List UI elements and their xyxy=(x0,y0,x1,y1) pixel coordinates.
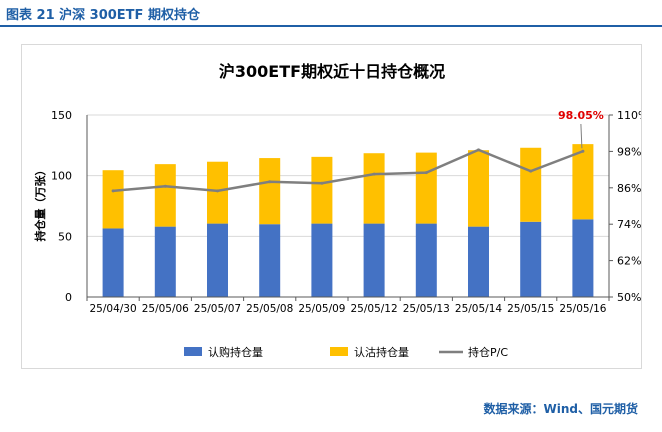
call-oi-bar xyxy=(102,228,124,297)
pc-ratio-line xyxy=(112,148,584,193)
header-rule xyxy=(0,25,662,27)
chart-panel: 沪300ETF期权近十日持仓概况 持仓量（万张） 98.05% 0 50 100 15… xyxy=(21,44,648,369)
call-oi-bar xyxy=(311,223,333,297)
call-oi-bar xyxy=(468,226,489,297)
x-tick-label: 25/05/12 xyxy=(351,303,398,315)
put-oi-bar xyxy=(468,150,489,227)
x-tick-label: 25/05/14 xyxy=(455,303,502,315)
call-oi-bar xyxy=(415,223,437,297)
put-oi-bar xyxy=(520,147,542,222)
pc-ratio-point xyxy=(320,181,324,185)
y-axis-label: 持仓量（万张） xyxy=(33,165,47,242)
pc-ratio-point xyxy=(268,180,272,184)
legend-item-call-label: 认购持仓量 xyxy=(208,345,263,359)
legend: 认购持仓量 认沽持仓量 持仓P/C xyxy=(184,345,508,359)
y-tick-label: 50 xyxy=(58,230,72,243)
y2-tick-label: 86% xyxy=(617,182,641,195)
x-tick-label: 25/05/15 xyxy=(507,303,554,315)
x-tick-label: 25/05/07 xyxy=(194,303,241,315)
call-oi-bar xyxy=(259,224,281,297)
y-tick-label: 100 xyxy=(51,170,72,183)
put-oi-bar xyxy=(259,158,281,225)
axes-layer: 0 50 100 150 50% 62% 74% 86% 98% 110% 25/04/30 25/0… xyxy=(51,109,648,315)
pc-ratio-point xyxy=(581,149,585,153)
annotation-label: 98.05% xyxy=(558,109,604,122)
y2-tick-label: 62% xyxy=(617,255,641,268)
legend-item-call-swatch xyxy=(184,347,202,356)
chart-title: 沪300ETF期权近十日持仓概况 xyxy=(219,62,445,81)
put-oi-bar xyxy=(363,153,385,224)
source-note: 数据来源：Wind、国元期货 xyxy=(483,402,638,416)
pc-ratio-point xyxy=(424,171,428,175)
call-oi-bar xyxy=(207,223,228,297)
put-oi-bar xyxy=(102,170,124,229)
chart-svg: 沪300ETF期权近十日持仓概况 持仓量（万张） 98.05% 0 50 100 15… xyxy=(33,62,648,359)
legend-item-put-swatch xyxy=(330,347,348,356)
x-tick-label: 25/05/08 xyxy=(246,303,293,315)
pc-ratio-point xyxy=(477,148,480,152)
y2-tick-label: 50% xyxy=(617,291,641,304)
y2-tick-label: 98% xyxy=(617,145,641,158)
call-oi-bar xyxy=(572,219,594,297)
put-oi-bar xyxy=(415,152,437,224)
y-tick-label: 0 xyxy=(65,291,72,304)
put-oi-bar xyxy=(572,144,594,220)
pc-ratio-point xyxy=(216,189,219,193)
call-oi-bar xyxy=(363,223,385,297)
x-tick-label: 25/04/30 xyxy=(90,303,137,315)
x-tick-label: 25/05/09 xyxy=(298,303,345,315)
y-tick-label: 150 xyxy=(51,109,72,122)
figure-label: 图表 21 沪深 300ETF 期权持仓 xyxy=(6,8,200,23)
pc-ratio-point xyxy=(111,189,115,193)
bars-layer xyxy=(102,144,594,297)
pc-ratio-point xyxy=(163,184,167,188)
annotation-leader xyxy=(580,123,583,149)
legend-item-put-label: 认沽持仓量 xyxy=(354,345,409,359)
put-oi-bar xyxy=(207,161,228,224)
legend-item-pc-label: 持仓P/C xyxy=(468,345,508,359)
put-oi-bar xyxy=(154,164,176,227)
line-layer: 98.05% xyxy=(111,109,604,193)
x-tick-label: 25/05/06 xyxy=(142,303,189,315)
y2-tick-label: 110% xyxy=(617,109,641,122)
pc-ratio-point xyxy=(372,172,376,176)
pc-ratio-point xyxy=(529,169,533,173)
y2-tick-label: 74% xyxy=(617,218,641,231)
call-oi-bar xyxy=(154,226,176,297)
x-tick-label: 25/05/13 xyxy=(403,303,450,315)
call-oi-bar xyxy=(520,221,542,297)
put-oi-bar xyxy=(311,156,333,224)
x-tick-label: 25/05/16 xyxy=(559,303,606,315)
